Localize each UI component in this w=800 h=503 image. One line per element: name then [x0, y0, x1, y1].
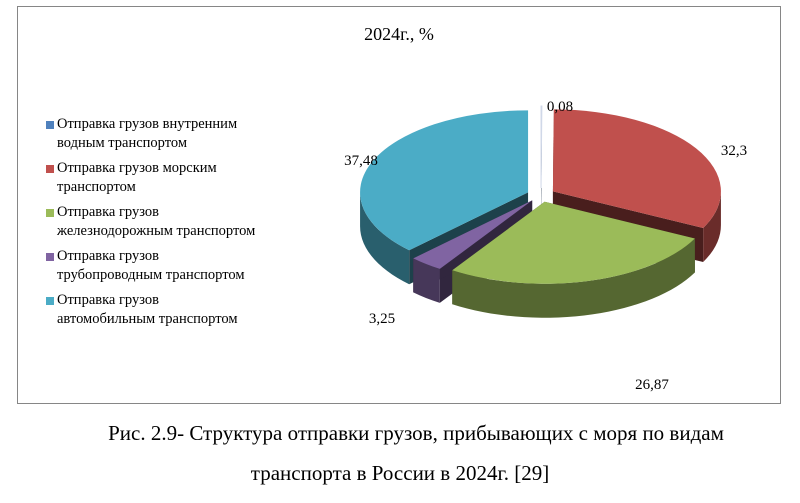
pie-slice: [452, 201, 695, 284]
legend-swatch: [46, 253, 54, 261]
caption-line-1: Рис. 2.9- Структура отправки грузов, при…: [108, 421, 724, 445]
legend-swatch: [46, 121, 54, 129]
legend-item: Отправка грузов внутренним водным транспо…: [46, 115, 306, 153]
legend-label: Отправка грузов морским транспортом: [57, 160, 217, 195]
pie-slice: [540, 105, 543, 189]
pie-slice: [552, 109, 721, 229]
caption-line-2: транспорта в России в 2024г. [29]: [250, 461, 550, 485]
legend-item: Отправка грузов морским транспортом: [46, 159, 306, 197]
pie-tops: [360, 105, 721, 284]
legend-label: Отправка грузов железнодорожным транспорт…: [57, 204, 256, 239]
chart-title: 2024г., %: [364, 24, 434, 44]
legend-label: Отправка грузов автомобильным транспортом: [57, 292, 238, 327]
legend-swatch: [46, 165, 54, 173]
legend-label: Отправка грузов внутренним водным транспо…: [57, 116, 238, 151]
pie-slice: [413, 200, 533, 269]
legend-item: Отправка грузов автомобильным транспортом: [46, 291, 306, 329]
data-label: 3,25: [369, 311, 395, 327]
legend-label: Отправка грузов трубопроводным транспорто…: [57, 248, 245, 283]
data-label: 32,3: [721, 143, 747, 159]
pie-chart: 0,08 32,3 26,87 3,25 37,48: [344, 99, 747, 393]
slice-outer-wall: [703, 190, 721, 263]
pie-slice: [360, 110, 529, 251]
legend-item: Отправка грузов железнодорожным транспорт…: [46, 203, 306, 241]
data-label: 37,48: [344, 153, 378, 169]
figure-caption: Рис. 2.9- Структура отправки грузов, при…: [0, 413, 800, 493]
slice-side-face: [413, 200, 533, 293]
data-label: 26,87: [635, 377, 669, 393]
slice-outer-wall: [452, 238, 695, 318]
chart-frame: 2024г., % Отправка грузов внутренним водн…: [17, 6, 781, 404]
data-label: 0,08: [547, 99, 573, 115]
slice-outer-wall: [360, 192, 410, 285]
slice-outer-wall: [413, 258, 440, 303]
legend-swatch: [46, 297, 54, 305]
legend-item: Отправка грузов трубопроводным транспорто…: [46, 247, 306, 285]
legend-swatch: [46, 209, 54, 217]
legend: Отправка грузов внутренним водным транспо…: [46, 115, 306, 335]
